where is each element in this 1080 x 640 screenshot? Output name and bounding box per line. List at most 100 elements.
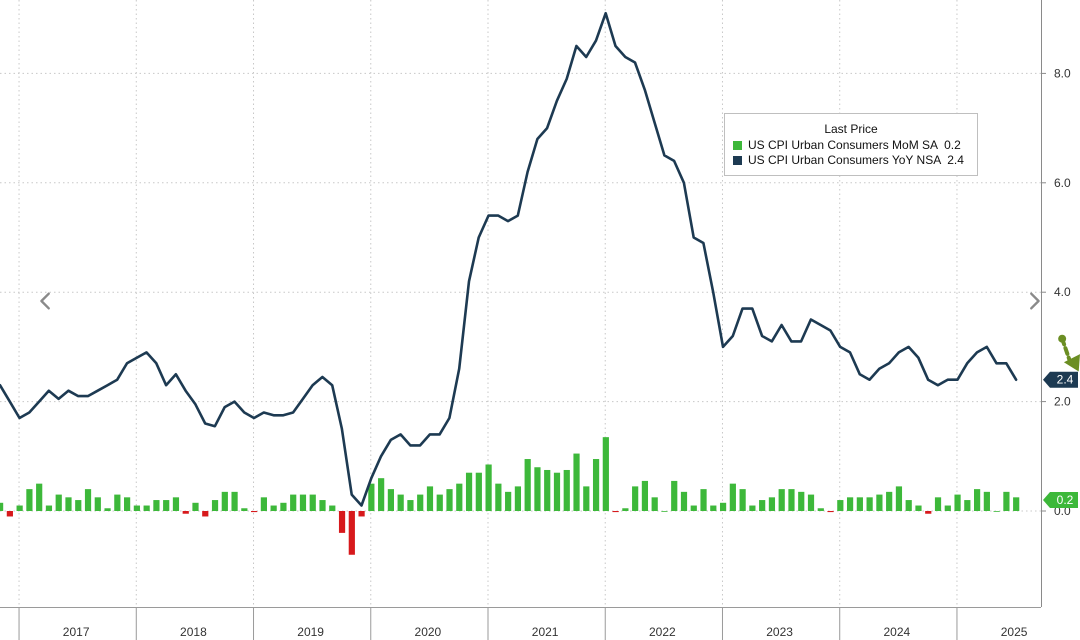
mom-bar — [299, 494, 307, 511]
mom-bar — [671, 480, 678, 511]
mom-bar — [378, 478, 385, 511]
mom-bar — [338, 511, 346, 533]
trend-arrow-shaft — [1060, 336, 1073, 366]
mom-bar — [495, 483, 502, 511]
mom-bar — [75, 500, 82, 511]
mom-bar — [837, 500, 844, 511]
mom-bar — [290, 494, 297, 511]
mom-bar — [602, 437, 609, 511]
mom-bar — [280, 502, 287, 511]
mom-bar — [729, 483, 736, 511]
mom-bar — [651, 497, 658, 511]
x-year-label: 2017 — [63, 625, 90, 639]
mom-bar — [680, 491, 688, 511]
mom-bar — [690, 505, 697, 511]
mom-bar — [817, 508, 824, 511]
legend-title: Last Price — [824, 122, 878, 136]
mom-bar — [45, 505, 53, 511]
mom-bar — [456, 483, 463, 511]
legend-entry-yoy: US CPI Urban Consumers YoY NSA 2.4 — [733, 153, 964, 168]
mom-bar — [260, 497, 267, 511]
mom-bar — [348, 511, 355, 555]
mom-bar — [866, 497, 873, 511]
mom-bar — [1003, 491, 1010, 511]
yoy-line — [0, 11, 1018, 507]
mom-bar — [934, 497, 942, 511]
mom-bar — [475, 472, 482, 511]
value-tag-background — [1043, 492, 1078, 509]
legend-swatch-yoy — [733, 156, 742, 165]
mom-bar — [426, 486, 434, 511]
mom-bar — [221, 491, 228, 511]
mom-bar — [114, 494, 121, 511]
mom-bar — [573, 453, 580, 511]
mom-bar — [417, 494, 424, 511]
mom-bar — [358, 511, 365, 517]
mom-bar — [329, 505, 336, 511]
y-tick-label: 6.0 — [1054, 176, 1071, 190]
x-year-label: 2021 — [532, 625, 559, 639]
value-tag-background — [1043, 371, 1078, 388]
chevron-left-icon — [40, 292, 50, 310]
mom-bar — [719, 502, 727, 511]
mom-bar — [1013, 497, 1020, 511]
x-year-label: 2023 — [766, 625, 793, 639]
y-tick-label: 8.0 — [1054, 66, 1071, 80]
x-year-label: 2024 — [883, 625, 910, 639]
mom-bars — [0, 437, 1020, 555]
mom-bar — [65, 497, 72, 511]
mom-bar — [993, 511, 1000, 512]
legend-swatch-mom — [733, 141, 742, 150]
mom-bar — [563, 469, 570, 511]
mom-bar — [505, 491, 512, 511]
mom-bar — [778, 489, 785, 511]
mom-bar — [251, 511, 258, 513]
previous-button[interactable] — [28, 283, 64, 319]
mom-bar — [974, 489, 981, 511]
mom-bar — [915, 505, 922, 511]
mom-bar — [925, 511, 932, 514]
mom-bar — [592, 459, 600, 511]
mom-bar — [700, 489, 707, 511]
mom-bar — [807, 494, 815, 511]
yoy-line-layer — [0, 11, 1018, 507]
mom-bar — [583, 486, 590, 511]
y-tick-label: 2.0 — [1054, 395, 1071, 409]
mom-bar — [133, 505, 140, 511]
mom-bar — [163, 500, 170, 511]
mom-bar — [485, 464, 492, 511]
mom-bar — [124, 497, 131, 511]
value-tag-label: 0.2 — [1057, 493, 1074, 507]
mom-bar — [739, 489, 746, 511]
legend-label-mom: US CPI Urban Consumers MoM SA — [748, 138, 939, 152]
x-year-label: 2020 — [415, 625, 442, 639]
mom-bar — [954, 494, 961, 511]
mom-bar — [788, 489, 795, 511]
legend-label-yoy: US CPI Urban Consumers YoY NSA — [748, 153, 942, 167]
mom-bar — [544, 469, 551, 511]
mom-bar — [524, 459, 531, 511]
legend-entry-mom: US CPI Urban Consumers MoM SA 0.2 — [733, 138, 961, 153]
mom-bar — [94, 497, 101, 511]
value-tag: 2.4 — [1043, 371, 1078, 388]
mom-bar — [84, 489, 92, 511]
mom-bar — [553, 472, 561, 511]
mom-bar — [26, 489, 33, 511]
mom-bar — [6, 511, 13, 517]
mom-bar — [407, 500, 414, 511]
mom-bar — [944, 505, 951, 511]
mom-bar — [104, 508, 111, 511]
mom-bar — [768, 497, 776, 511]
mom-bar — [905, 500, 912, 511]
value-tag: 0.2 — [1043, 492, 1078, 509]
mom-bar — [36, 483, 43, 511]
mom-bar — [534, 467, 541, 511]
mom-bar — [368, 483, 375, 511]
mom-bar — [641, 480, 649, 511]
next-button[interactable] — [1016, 283, 1052, 319]
mom-bar — [436, 494, 443, 511]
mom-bar — [514, 486, 522, 511]
legend: Last Price US CPI Urban Consumers MoM SA… — [724, 113, 978, 176]
